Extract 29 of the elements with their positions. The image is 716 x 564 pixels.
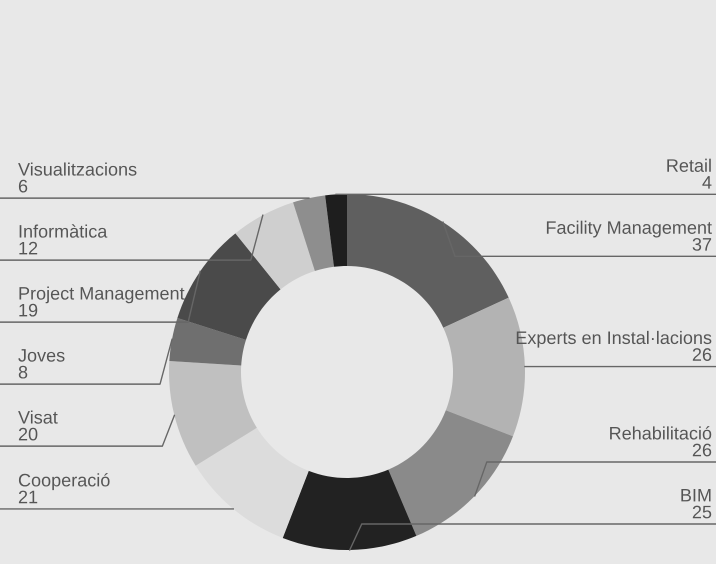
data-label: 19 [19,304,38,317]
donut-slice [196,428,309,538]
data-label: 6 [18,180,28,193]
slice-label: Visualitzacions [18,162,136,176]
data-label: 26 [692,348,712,361]
slice-label: BIM [681,489,711,502]
donut-slice [325,194,347,267]
data-label: 4 [702,176,712,189]
donut-slice [235,202,315,290]
slice-label: Facility Management [546,220,712,238]
data-label: 20 [18,428,38,441]
donut-slice [293,195,334,271]
data-label: 26 [692,444,712,456]
slice-label: Retail [667,158,711,172]
donut-slice [388,410,513,536]
slice-label: Experts en Instal·lacions [516,330,712,348]
donut-slice [282,470,416,550]
slice-label: Joves [18,349,65,362]
data-label: 8 [18,366,28,379]
donut-slice [169,361,257,466]
data-label: 25 [692,506,712,518]
data-label: 37 [692,238,712,251]
data-label: 21 [18,490,38,504]
slice-label: Cooperació [18,473,110,490]
slice-label: Visat [18,410,58,424]
data-label: 12 [19,242,38,254]
slice-label: Rehabilitació [610,426,712,440]
slice-label: Informàtica [20,224,108,238]
slice-label: Project Management [19,286,184,304]
